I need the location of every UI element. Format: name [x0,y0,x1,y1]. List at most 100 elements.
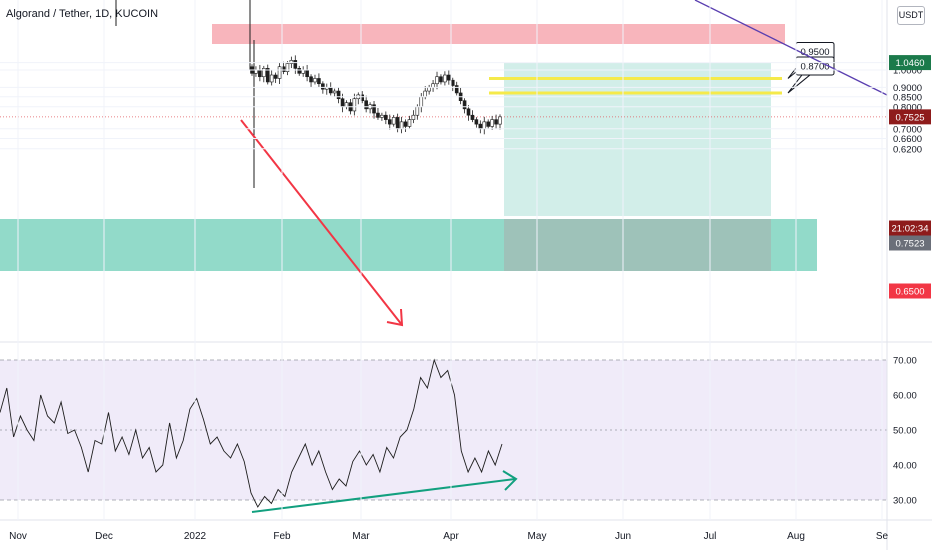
price-badge-label: 21:02:34 [892,224,929,235]
candle [262,68,266,78]
resistance-zone [212,24,785,44]
x-tick-label: Se [876,531,889,542]
candle [387,119,392,125]
price-badge [889,220,931,236]
rsi-pane[interactable] [0,358,887,513]
candle [258,69,262,78]
rsi-tick-label: 70.00 [893,356,917,367]
candle [494,119,498,125]
x-tick-label: Mar [352,531,370,542]
candle [364,100,368,110]
y-tick-label: 0.8000 [893,102,922,113]
x-tick-label: Dec [95,531,113,542]
price-badge [889,109,931,125]
y-tick-label: 0.6200 [893,144,922,155]
red-arrow-line [240,119,403,326]
callout-label: 0.9500 [800,47,829,58]
candle [328,87,333,94]
candle [399,121,404,130]
candle [372,104,376,114]
x-tick-label: May [528,531,547,542]
candle [321,83,325,90]
price-badge [889,55,931,71]
rsi-line [0,358,503,508]
candle [289,60,294,64]
x-tick-label: Aug [787,531,805,542]
rsi-band [0,360,887,500]
divergence-arrow-head [502,470,518,491]
candle [419,96,424,108]
callout-pointer [787,74,812,94]
candle [450,79,455,86]
price-badge-label: 0.7525 [895,112,924,123]
candle [470,114,475,120]
candle [466,108,471,116]
red-arrow-head [386,308,404,327]
price-badge-label: 0.6500 [895,287,924,298]
x-tick-label: Jun [615,531,631,542]
candle [344,102,349,108]
x-tick-label: Apr [443,531,459,542]
candle [273,74,278,79]
candle [376,112,380,118]
candle [269,74,274,83]
candle [384,114,388,120]
rsi-tick-label: 40.00 [893,461,917,472]
y-tick-label: 0.7000 [893,124,922,135]
callout-label: 0.8700 [800,61,829,72]
y-tick-label: 0.6600 [893,134,922,145]
candle [332,90,337,94]
candle [423,90,428,98]
candle [411,114,416,120]
candle [435,76,439,85]
candle [431,83,435,88]
candle [454,85,459,94]
trendline-purple [694,0,888,96]
rsi-tick-label: 30.00 [893,496,917,507]
candle [313,78,317,83]
candle [265,68,270,83]
divergence-line [251,478,516,513]
price-badge [889,283,931,299]
position-overlap [504,219,771,271]
candle [305,69,309,78]
y-tick-label: 0.8500 [893,92,922,103]
candle [443,74,447,83]
candle [415,106,420,116]
candle [474,119,479,125]
long-position-target-zone [504,62,771,217]
candle [498,116,502,125]
y-tick-label: 1.0000 [893,66,922,77]
candle [482,121,487,130]
price-badge-label: 0.7523 [895,239,924,250]
candle [439,76,443,83]
y-tick-label: 0.9000 [893,83,922,94]
candle [309,76,313,83]
x-tick-label: Feb [273,531,291,542]
x-tick-label: Nov [9,531,27,542]
candle [285,63,290,72]
symbol-title: Algorand / Tether, 1D, KUCOIN [6,8,159,20]
x-tick-label: Jul [704,531,717,542]
candle [403,121,408,127]
candle [478,123,483,130]
candle [340,98,345,108]
candle [391,117,396,125]
currency-button[interactable]: USDT [897,6,925,25]
price-badge [889,235,931,251]
candle [277,66,282,79]
candle [317,78,321,85]
candle [447,74,451,81]
price-badge-label: 1.0460 [895,58,924,69]
candle [486,121,490,127]
candle [395,117,400,130]
candle [407,119,412,127]
price-pane[interactable]: 0.9500 0.8700 [0,0,888,327]
rsi-tick-label: 60.00 [893,391,917,402]
candle [380,114,384,118]
candle [427,87,431,92]
candle [462,100,467,110]
rsi-tick-label: 50.00 [893,426,917,437]
